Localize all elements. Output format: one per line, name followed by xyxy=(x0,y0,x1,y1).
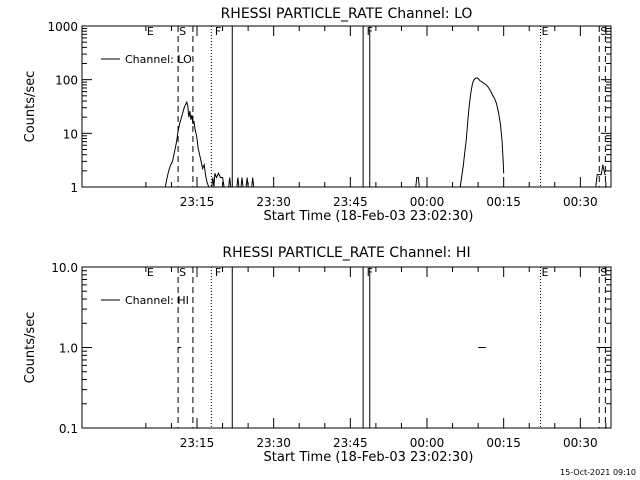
event-marker-label: S xyxy=(179,266,186,279)
legend-label: Channel: HI xyxy=(125,294,189,307)
plot-lo-channel: RHESSI PARTICLE_RATE Channel: LO 1 10 100 10… xyxy=(23,6,612,224)
event-marker-label: E xyxy=(147,25,154,38)
chart-title: RHESSI PARTICLE_RATE Channel: LO xyxy=(221,6,473,22)
y-tick-label: 100 xyxy=(55,74,78,88)
x-tick-label: 23:15 xyxy=(180,436,215,450)
data-series-line xyxy=(251,177,255,188)
data-series-line xyxy=(211,172,225,188)
y-tick-label: 10.0 xyxy=(51,261,78,275)
x-tick-label: 23:45 xyxy=(333,195,368,209)
plot-hi-channel: RHESSI PARTICLE_RATE Channel: HI 0.1 1.0 10… xyxy=(23,245,612,465)
event-marker-label: E xyxy=(147,266,154,279)
x-tick-label: 00:15 xyxy=(486,436,521,450)
x-tick-label: 00:00 xyxy=(410,195,445,209)
x-tick-label: 23:45 xyxy=(333,436,368,450)
y-axis-label: Counts/sec xyxy=(23,71,38,143)
plot-frame xyxy=(81,266,612,429)
x-tick-label: 00:30 xyxy=(563,195,598,209)
data-series-line xyxy=(236,177,240,188)
x-tick-label: 00:00 xyxy=(410,436,445,450)
chart-title: RHESSI PARTICLE_RATE Channel: HI xyxy=(222,245,470,261)
x-tick-label: 23:30 xyxy=(256,195,291,209)
x-tick-label: 00:30 xyxy=(563,436,598,450)
legend-label: Channel: LO xyxy=(125,53,192,66)
data-series-line xyxy=(595,164,606,188)
event-marker-label: F xyxy=(215,266,221,279)
y-tick-label: 0.1 xyxy=(59,422,78,436)
y-tick-label: 1000 xyxy=(47,20,78,34)
plot-frame xyxy=(81,25,612,188)
event-marker-label: S xyxy=(179,25,186,38)
data-series-line xyxy=(240,177,244,188)
x-tick-label: 00:15 xyxy=(486,195,521,209)
y-axis-label: Counts/sec xyxy=(23,312,38,384)
data-series-line xyxy=(415,177,420,188)
data-series-line xyxy=(164,100,210,188)
x-axis-label: Start Time (18-Feb-03 23:02:30) xyxy=(264,450,474,465)
event-marker-label: E xyxy=(541,266,548,279)
event-marker-label: E xyxy=(541,25,548,38)
event-marker-label: S xyxy=(600,25,607,38)
y-tick-label: 10 xyxy=(63,127,78,141)
event-marker-label: S xyxy=(600,266,607,279)
data-series-line xyxy=(459,77,505,188)
y-tick-label: 1.0 xyxy=(59,342,78,356)
y-tick-label: 1 xyxy=(70,181,78,195)
x-tick-label: 23:30 xyxy=(256,436,291,450)
data-series-line xyxy=(245,177,249,188)
x-axis-label: Start Time (18-Feb-03 23:02:30) xyxy=(264,209,474,224)
footer-timestamp: 15-Oct-2021 09:10 xyxy=(560,468,636,477)
x-tick-label: 23:15 xyxy=(180,195,215,209)
data-series-line xyxy=(228,177,232,188)
event-marker-label: F xyxy=(215,25,221,38)
